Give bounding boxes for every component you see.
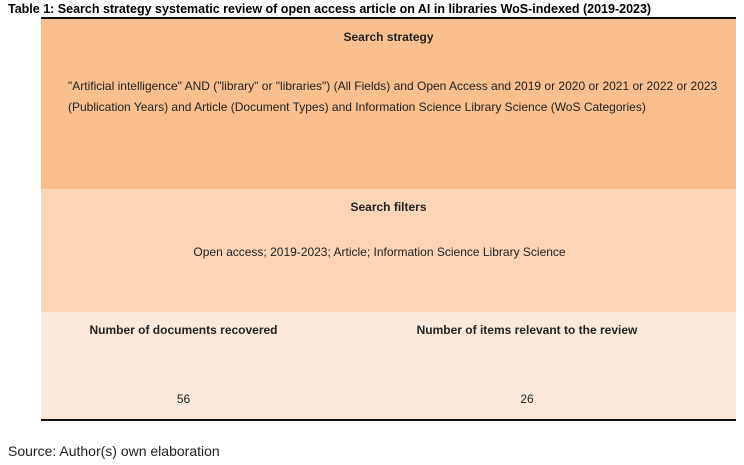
relevant-items-cell: Number of items relevant to the review 2… <box>353 312 701 419</box>
documents-recovered-value: 56 <box>176 392 191 406</box>
search-filters-row: Search filters Open access; 2019-2023; A… <box>41 189 736 312</box>
search-strategy-query: "Artificial intelligence" AND ("library"… <box>68 79 718 114</box>
counts-row: Number of documents recovered 56 Number … <box>41 312 736 419</box>
search-filters-header: Search filters <box>350 200 427 214</box>
source-note: Source: Author(s) own elaboration <box>8 443 220 459</box>
relevant-items-value: 26 <box>520 392 534 406</box>
search-strategy-table: Search strategy "Artificial intelligence… <box>41 17 736 421</box>
table-caption: Table 1: Search strategy systematic revi… <box>8 2 652 16</box>
search-strategy-header: Search strategy <box>343 30 434 44</box>
search-filters-text: Open access; 2019-2023; Article; Informa… <box>193 245 566 259</box>
search-strategy-row: Search strategy "Artificial intelligence… <box>41 19 736 189</box>
documents-recovered-cell: Number of documents recovered 56 <box>41 312 326 419</box>
relevant-items-header: Number of items relevant to the review <box>416 323 638 337</box>
documents-recovered-header: Number of documents recovered <box>89 323 278 337</box>
